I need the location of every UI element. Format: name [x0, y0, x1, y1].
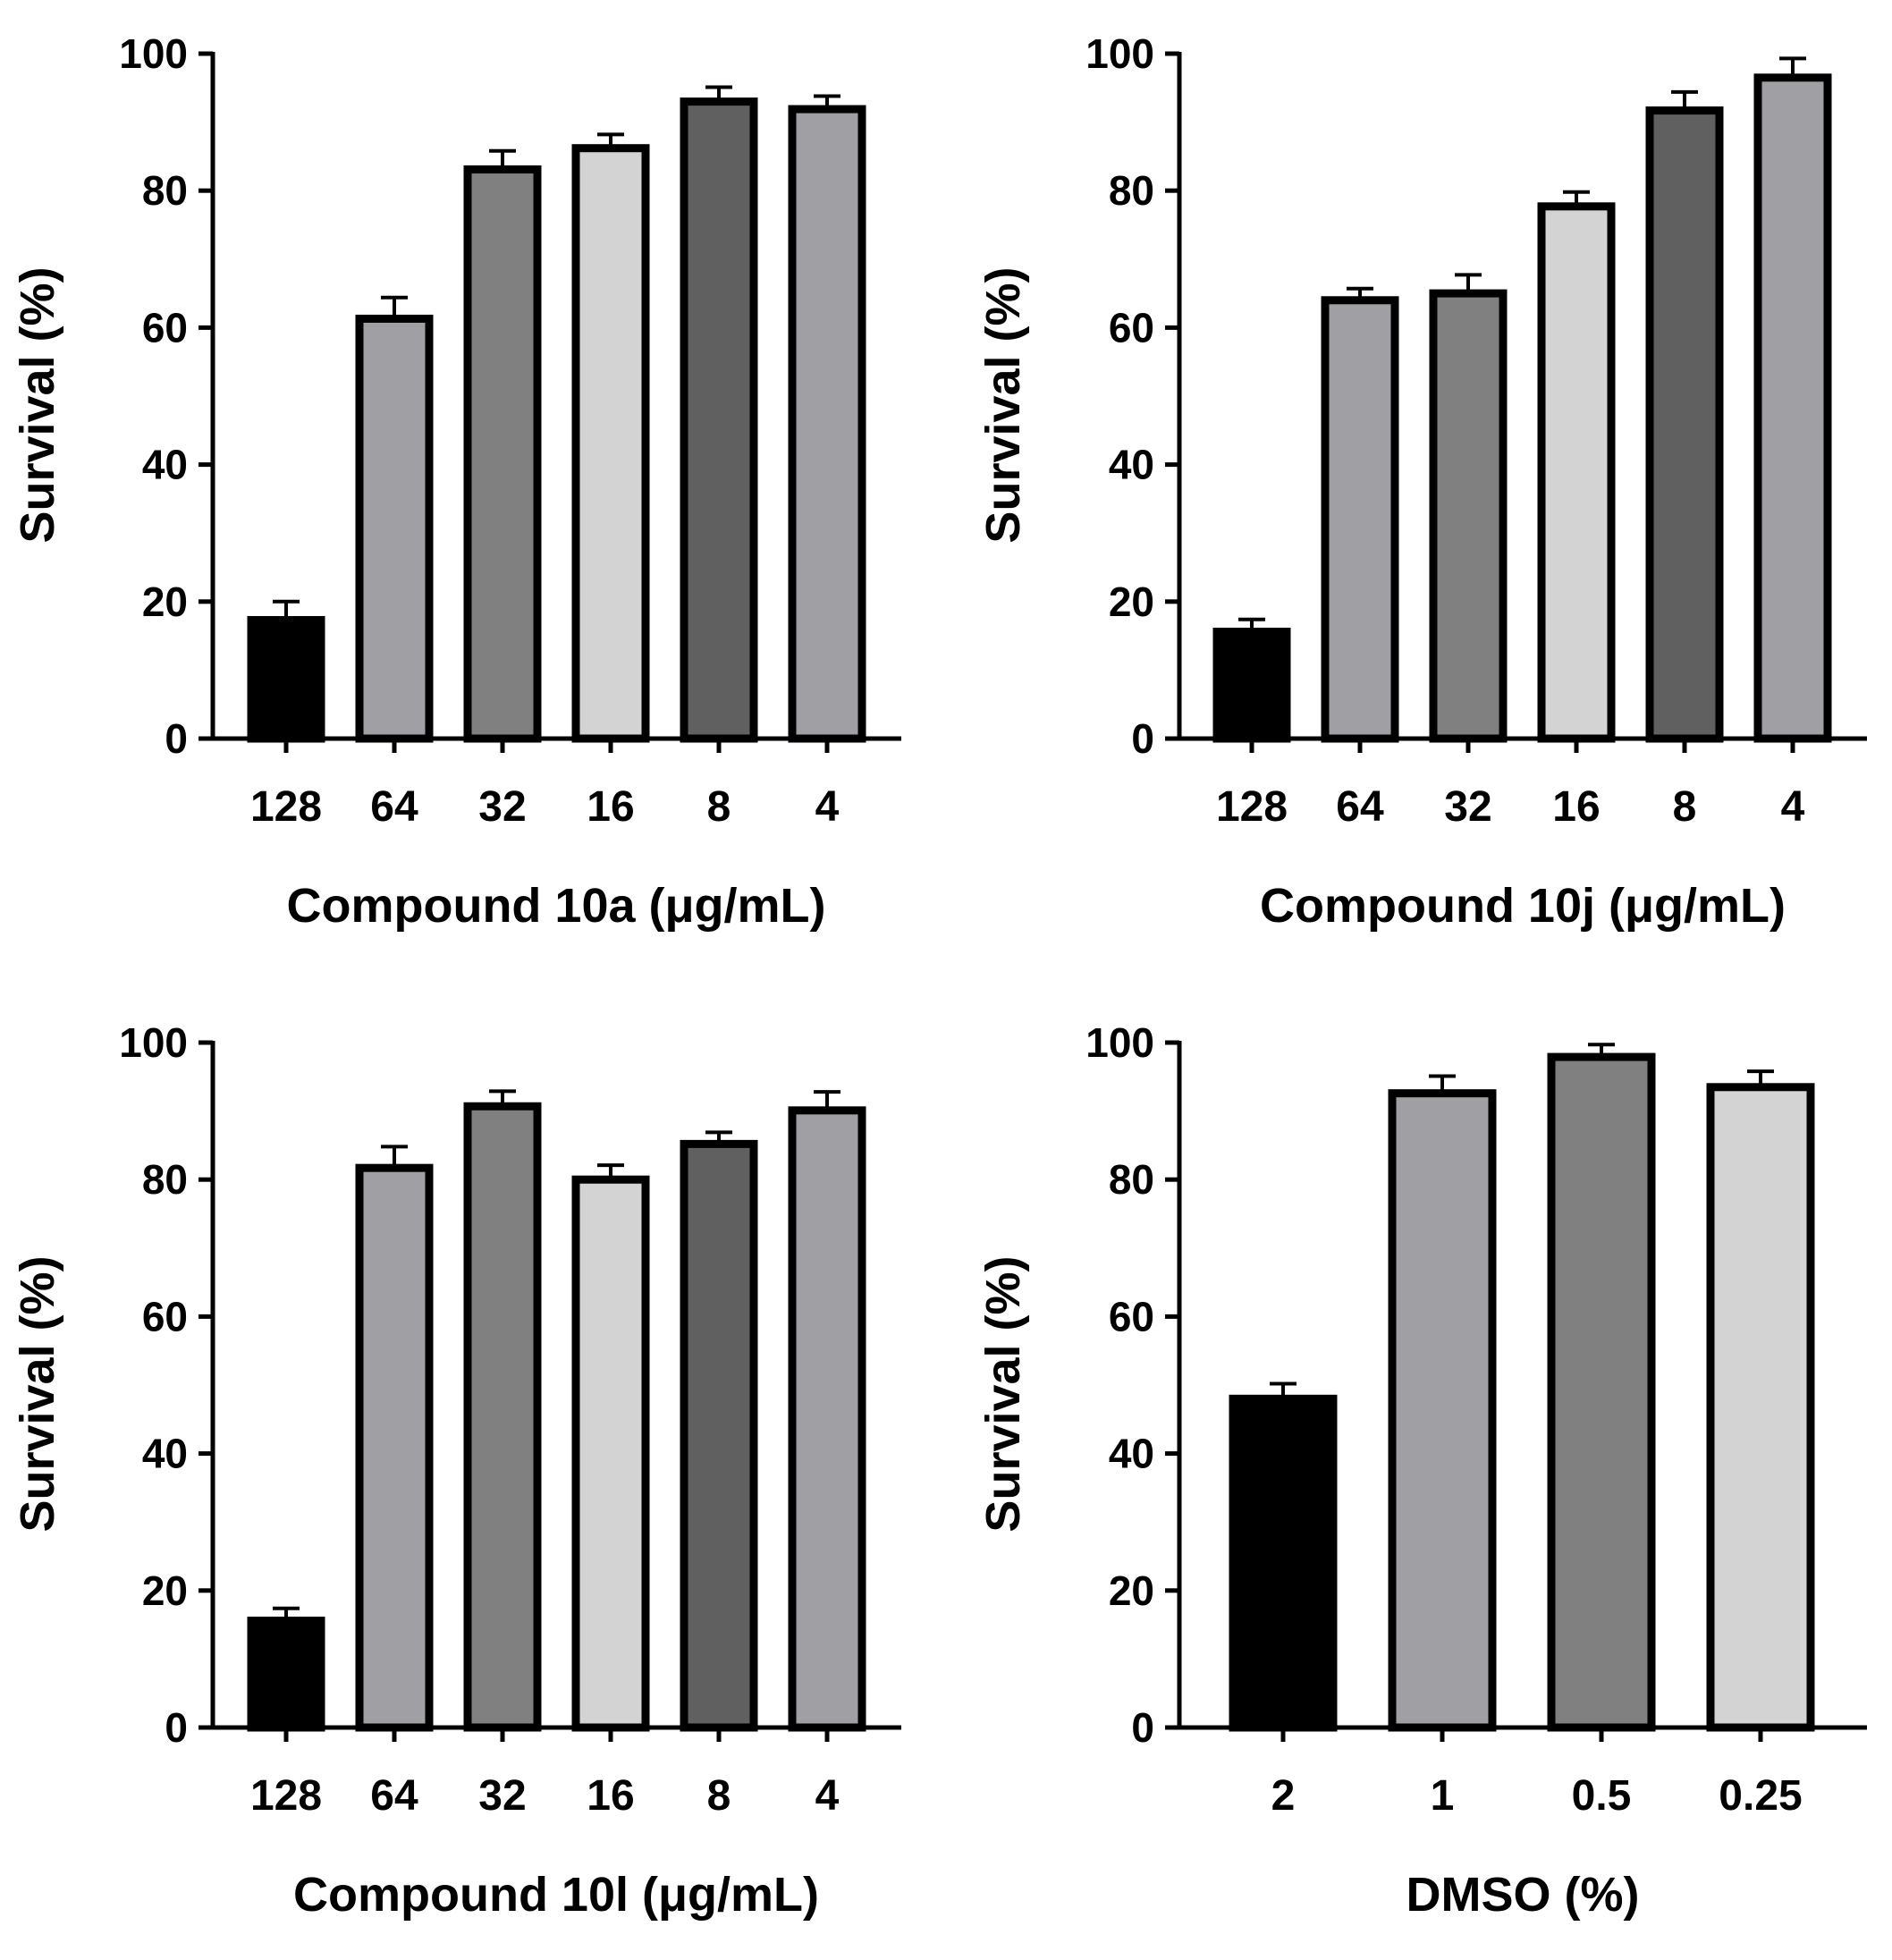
- y-axis-title-10a: Survival (%): [11, 266, 64, 543]
- x-tick-label-dmso-1: 1: [1431, 1772, 1455, 1820]
- bar-10j-4: [1753, 73, 1832, 743]
- bar-10a-32: [463, 165, 542, 743]
- x-axis-title-dmso: DMSO (%): [1406, 1868, 1640, 1922]
- bar-10j-64: [1321, 296, 1399, 743]
- x-tick-label-dmso-0.5: 0.5: [1572, 1772, 1632, 1820]
- y-axis-title-dmso: Survival (%): [976, 1255, 1030, 1532]
- y-tick-label-10a-100: 100: [119, 30, 188, 77]
- y-tick-label-10a-60: 60: [142, 304, 188, 351]
- y-tick-label-dmso-80: 80: [1109, 1156, 1154, 1203]
- bar-dmso-0.5: [1547, 1052, 1656, 1732]
- x-tick-label-10j-32: 32: [1444, 783, 1491, 831]
- y-tick-label-10l-40: 40: [142, 1431, 188, 1477]
- bar-10l-64: [355, 1163, 434, 1732]
- bar-10l-16: [571, 1175, 650, 1732]
- bar-10j-8: [1645, 106, 1724, 743]
- bar-dmso-1: [1388, 1089, 1497, 1732]
- x-tick-label-10l-128: 128: [250, 1772, 322, 1820]
- x-tick-label-10l-4: 4: [815, 1772, 840, 1820]
- bar-10a-128: [247, 615, 325, 743]
- bar-10a-16: [571, 144, 650, 743]
- y-tick-label-10a-0: 0: [165, 715, 188, 762]
- x-tick-label-10j-8: 8: [1673, 783, 1697, 831]
- bar-10j-128: [1212, 628, 1291, 743]
- x-tick-label-10l-32: 32: [478, 1772, 526, 1820]
- bar-10l-32: [463, 1102, 542, 1732]
- bar-10a-4: [788, 105, 866, 743]
- y-tick-label-10j-0: 0: [1131, 715, 1154, 762]
- x-tick-label-10j-128: 128: [1216, 783, 1288, 831]
- bar-10l-128: [247, 1617, 325, 1732]
- y-axis-title-10l: Survival (%): [11, 1255, 64, 1532]
- chart-panel-10l: 0 20 40 60 80 100 128 64 32 16 8 4 Compound 10l (μg/…: [11, 1019, 901, 1922]
- bar-10a-8: [680, 97, 758, 743]
- x-tick-label-10j-16: 16: [1552, 783, 1600, 831]
- y-tick-label-10j-40: 40: [1109, 442, 1154, 488]
- x-tick-label-10j-64: 64: [1336, 783, 1384, 831]
- y-tick-label-10l-20: 20: [142, 1567, 188, 1614]
- chart-panel-10j: 0 20 40 60 80 100 128 64 32 16 8 4 Compound 10j (μg/…: [976, 30, 1867, 933]
- y-tick-label-dmso-20: 20: [1109, 1567, 1154, 1614]
- y-axis-title-10j: Survival (%): [976, 266, 1030, 543]
- y-tick-label-10l-80: 80: [142, 1156, 188, 1203]
- y-tick-label-10j-60: 60: [1109, 304, 1154, 351]
- y-tick-label-10j-20: 20: [1109, 579, 1154, 625]
- x-axis-title-10l: Compound 10l (μg/mL): [293, 1868, 819, 1922]
- y-tick-label-10a-80: 80: [142, 167, 188, 214]
- x-tick-label-10l-64: 64: [370, 1772, 418, 1820]
- bar-dmso-0.25: [1706, 1083, 1815, 1732]
- bar-10l-8: [680, 1139, 758, 1732]
- y-tick-label-10l-60: 60: [142, 1293, 188, 1339]
- x-tick-label-dmso-2: 2: [1271, 1772, 1296, 1820]
- x-tick-label-10j-4: 4: [1781, 783, 1805, 831]
- x-tick-label-10a-64: 64: [370, 783, 418, 831]
- bar-dmso-2: [1229, 1394, 1338, 1732]
- x-tick-label-10a-4: 4: [815, 783, 840, 831]
- y-tick-label-dmso-40: 40: [1109, 1431, 1154, 1477]
- bar-10l-4: [788, 1106, 866, 1732]
- y-tick-label-10l-0: 0: [165, 1704, 188, 1751]
- y-tick-label-dmso-100: 100: [1085, 1019, 1154, 1066]
- y-tick-label-10j-100: 100: [1085, 30, 1154, 77]
- x-axis-title-10a: Compound 10a (μg/mL): [286, 879, 825, 933]
- y-tick-label-10a-40: 40: [142, 442, 188, 488]
- x-tick-label-10l-16: 16: [587, 1772, 634, 1820]
- y-tick-label-dmso-0: 0: [1131, 1704, 1154, 1751]
- y-tick-label-dmso-60: 60: [1109, 1293, 1154, 1339]
- bar-10j-32: [1429, 289, 1508, 743]
- chart-panel-dmso: 0 20 40 60 80 100 2 1 0.5 0.25 DMSO (%) Survival (%…: [976, 1019, 1867, 1922]
- x-tick-label-10l-8: 8: [707, 1772, 731, 1820]
- bar-10j-16: [1537, 202, 1616, 743]
- chart-panel-10a: 0 20 40 60 80 100 128 64 32 16 8 4 Compound 10a (μg/…: [11, 30, 901, 933]
- y-tick-label-10j-80: 80: [1109, 167, 1154, 214]
- x-tick-label-10a-8: 8: [707, 783, 731, 831]
- bar-10a-64: [355, 314, 434, 743]
- x-tick-label-10a-16: 16: [587, 783, 634, 831]
- y-tick-label-10l-100: 100: [119, 1019, 188, 1066]
- x-tick-label-dmso-0.25: 0.25: [1719, 1772, 1802, 1820]
- y-tick-label-10a-20: 20: [142, 579, 188, 625]
- x-axis-title-10j: Compound 10j (μg/mL): [1260, 879, 1786, 933]
- x-tick-label-10a-32: 32: [478, 783, 526, 831]
- x-tick-label-10a-128: 128: [250, 783, 322, 831]
